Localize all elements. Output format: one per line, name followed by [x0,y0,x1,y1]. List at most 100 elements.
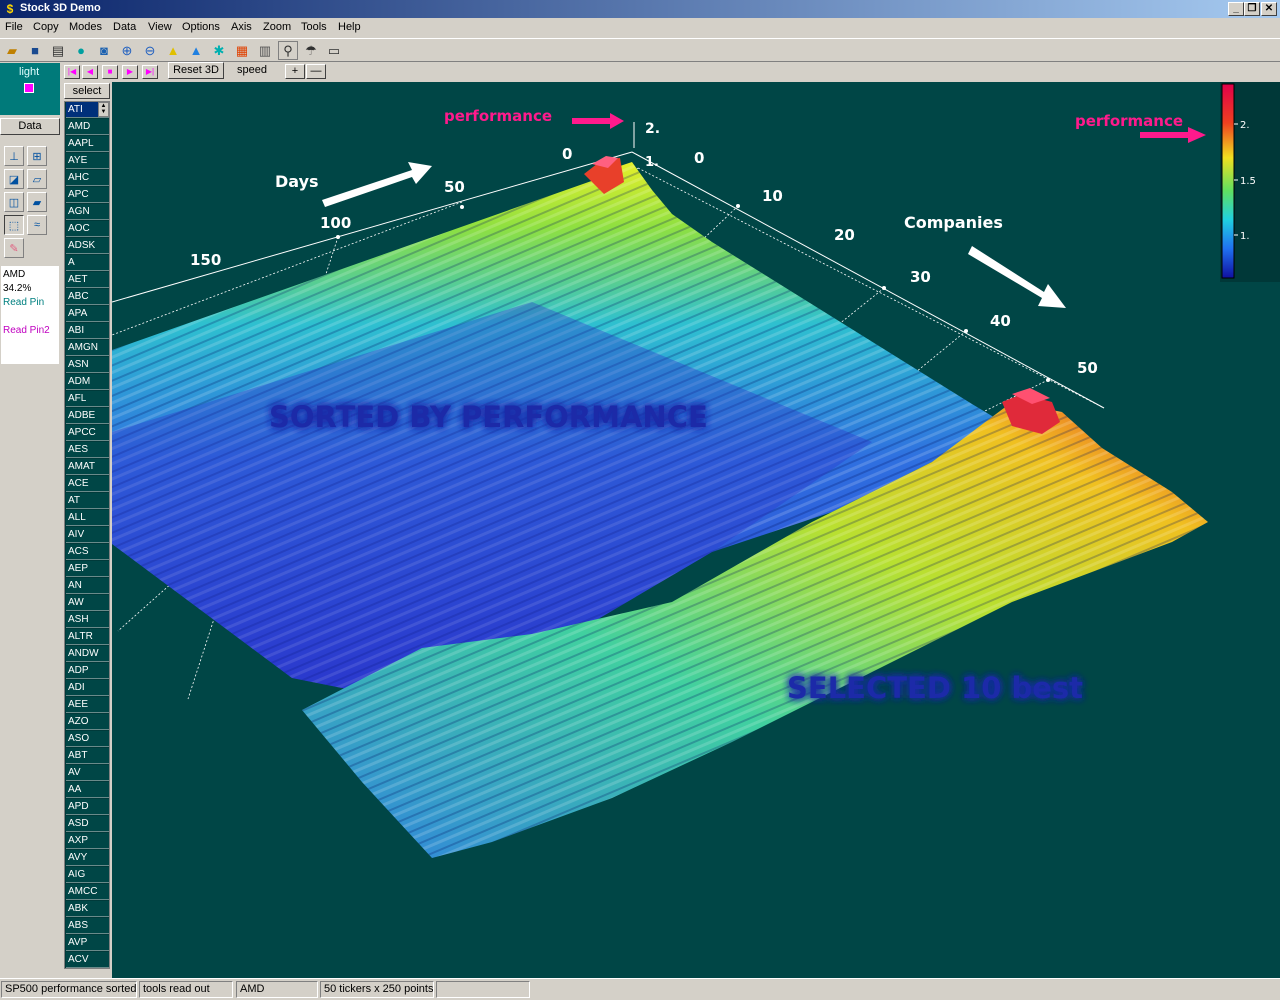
ticker-item-ash[interactable]: ASH [66,612,109,628]
ticker-item-aw[interactable]: AW [66,595,109,611]
ticker-item-aig[interactable]: AIG [66,867,109,883]
save-icon[interactable]: ■ [31,43,39,58]
ticker-item-an[interactable]: AN [66,578,109,594]
ticker-item-adbe[interactable]: ADBE [66,408,109,424]
ticker-item-asd[interactable]: ASD [66,816,109,832]
ticker-item-aye[interactable]: AYE [66,153,109,169]
ticker-item-acv[interactable]: ACV [66,952,109,968]
prev-frame-icon[interactable]: ◀ [82,65,98,79]
ticker-item-amgn[interactable]: AMGN [66,340,109,356]
menu-axis[interactable]: Axis [231,21,252,33]
ticker-item-ace[interactable]: ACE [66,476,109,492]
ticker-item-amcc[interactable]: AMCC [66,884,109,900]
open-icon[interactable]: ▰ [7,42,17,58]
data-button[interactable]: Data [0,118,60,135]
ticker-item-abs[interactable]: ABS [66,918,109,934]
palette-icon[interactable]: ✱ [213,42,225,58]
ticker-item-aa[interactable]: AA [66,782,109,798]
ticker-item-avp[interactable]: AVP [66,935,109,951]
menu-copy[interactable]: Copy [33,21,59,33]
ticker-item-av[interactable]: AV [66,765,109,781]
wave-tool-icon[interactable]: ≈ [27,215,47,235]
ticker-item-aes[interactable]: AES [66,442,109,458]
last-frame-icon[interactable]: ▶| [142,65,158,79]
minimize-button[interactable]: _ [1228,2,1244,16]
print-icon[interactable]: ▤ [51,42,65,58]
ticker-item-a[interactable]: A [66,255,109,271]
ticker-item-andw[interactable]: ANDW [66,646,109,662]
ticker-item-apc[interactable]: APC [66,187,109,203]
ticker-item-adp[interactable]: ADP [66,663,109,679]
ticker-item-abi[interactable]: ABI [66,323,109,339]
ticker-item-acs[interactable]: ACS [66,544,109,560]
speed-plus-button[interactable]: + [285,64,305,79]
menu-zoom[interactable]: Zoom [263,21,292,33]
speed-minus-button[interactable]: — [306,64,326,79]
menu-modes[interactable]: Modes [69,21,103,33]
menu-options[interactable]: Options [182,21,220,33]
close-button[interactable]: ✕ [1261,2,1277,16]
select-button[interactable]: select [64,83,110,99]
ticker-item-aet[interactable]: AET [66,272,109,288]
ticker-item-aep[interactable]: AEP [66,561,109,577]
ticker-item-axp[interactable]: AXP [66,833,109,849]
ticker-item-abc[interactable]: ABC [66,289,109,305]
ticker-item-aso[interactable]: ASO [66,731,109,747]
plane2-tool-icon[interactable]: ▱ [27,169,47,189]
axis-x-tool-icon[interactable]: ⊥ [4,146,24,166]
menu-data[interactable]: Data [113,21,137,33]
ticker-item-agn[interactable]: AGN [66,204,109,220]
light-icon[interactable]: ▲ [166,43,180,58]
play-icon[interactable]: ▶ [122,65,138,79]
light-color-swatch[interactable] [24,83,34,93]
ticker-item-amat[interactable]: AMAT [66,459,109,475]
ticker-item-ahc[interactable]: AHC [66,170,109,186]
menu-tools[interactable]: Tools [301,21,327,33]
ticker-item-avy[interactable]: AVY [66,850,109,866]
mesh-icon[interactable]: ▥ [258,42,272,58]
ticker-item-afl[interactable]: AFL [66,391,109,407]
maximize-button[interactable]: ❐ [1244,2,1260,16]
select-tool-icon[interactable]: ⬚ [4,215,24,235]
ticker-item-apd[interactable]: APD [66,799,109,815]
box-tool-icon[interactable]: ◫ [4,192,24,212]
ticker-item-aoc[interactable]: AOC [66,221,109,237]
light2-icon[interactable]: ▲ [189,43,203,58]
ticker-item-abk[interactable]: ABK [66,901,109,917]
ticker-item-apa[interactable]: APA [66,306,109,322]
list-scroll-arrows[interactable]: ▲ ▼ [98,102,109,117]
pin-icon[interactable]: ⚲ [278,41,298,60]
read-pin-link[interactable]: Read Pin [3,297,45,308]
pencil-tool-icon[interactable]: ✎ [4,238,24,258]
light-panel[interactable]: light [0,63,60,115]
ticker-item-apcc[interactable]: APCC [66,425,109,441]
ticker-item-abt[interactable]: ABT [66,748,109,764]
slice-tool-icon[interactable]: ▰ [27,192,47,212]
zoom-in-icon[interactable]: ⊕ [121,42,133,58]
axis-y-tool-icon[interactable]: ⊞ [27,146,47,166]
colorbar-icon[interactable]: ▦ [235,42,249,58]
sphere-icon[interactable]: ● [77,43,85,58]
stop-icon[interactable]: ■ [102,65,118,79]
ticker-item-aiv[interactable]: AIV [66,527,109,543]
menu-view[interactable]: View [148,21,172,33]
menu-help[interactable]: Help [338,21,361,33]
window-icon[interactable]: ▭ [327,42,341,58]
ticker-item-aee[interactable]: AEE [66,697,109,713]
ticker-item-adm[interactable]: ADM [66,374,109,390]
settings-icon[interactable]: ☂ [305,42,317,58]
menu-file[interactable]: File [5,21,23,33]
reset-3d-button[interactable]: Reset 3D [168,62,224,79]
read-pin2-link[interactable]: Read Pin2 [3,325,50,336]
ticker-item-amd[interactable]: AMD [66,119,109,135]
3d-plot-view[interactable]: SORTED BY PERFORMANCE SELECTED 10 best D… [112,82,1280,978]
first-frame-icon[interactable]: |◀ [64,65,80,79]
ticker-list[interactable]: ATI AMD AAPL AYE AHC APC AGN AOC ADSK A AET ABC APA A… [64,101,110,969]
ticker-item-altr[interactable]: ALTR [66,629,109,645]
ticker-item-at[interactable]: AT [66,493,109,509]
ticker-item-asn[interactable]: ASN [66,357,109,373]
zoom-out-icon[interactable]: ⊖ [144,42,156,58]
ticker-item-all[interactable]: ALL [66,510,109,526]
ticker-item-adsk[interactable]: ADSK [66,238,109,254]
ticker-item-adi[interactable]: ADI [66,680,109,696]
